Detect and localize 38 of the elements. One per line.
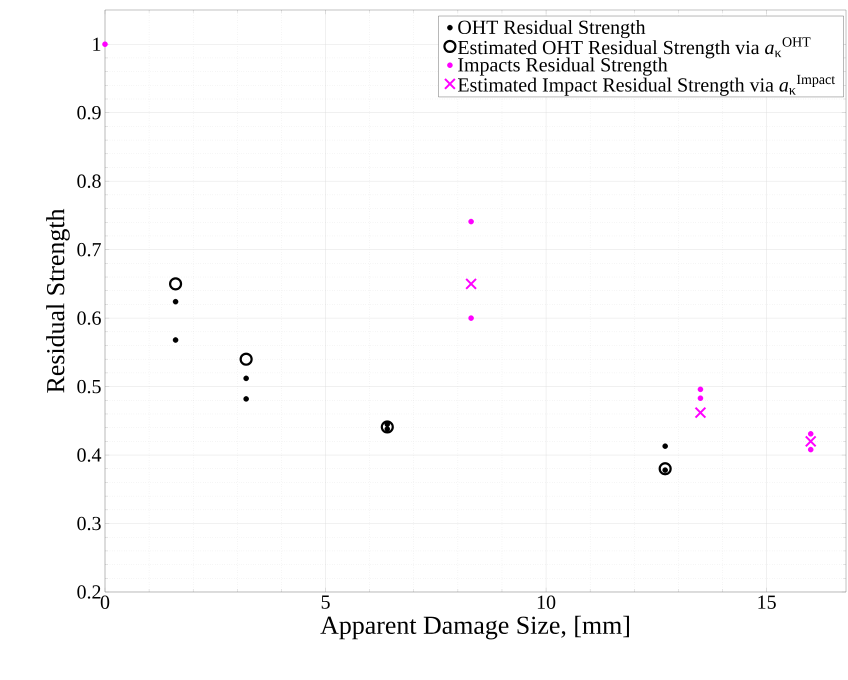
- point: [804, 435, 817, 448]
- point: [662, 443, 668, 449]
- point: [658, 462, 672, 476]
- legend-label: OHT Residual Strength: [458, 20, 646, 38]
- legend-label: Estimated Impact Residual Strength via a$_{κ}$Impact: [458, 74, 836, 96]
- x-tick-label: 15: [758, 596, 776, 609]
- point: [698, 395, 704, 402]
- x-tick-label: 10: [538, 596, 556, 609]
- point: [172, 337, 178, 343]
- x-tick-label: 5: [322, 596, 330, 609]
- point: [168, 277, 182, 290]
- y-axis-title: Residual Strength: [46, 208, 70, 393]
- y-tick-label: 0.6: [77, 311, 101, 325]
- point: [380, 420, 394, 434]
- point: [465, 278, 478, 290]
- y-tick-label: 1: [93, 38, 100, 51]
- y-tick-label: 0.4: [77, 448, 102, 462]
- y-tick-label: 0.3: [77, 516, 101, 530]
- y-tick-label: 0.2: [77, 585, 100, 599]
- point: [698, 386, 704, 392]
- x-axis-title: Apparent Damage Size, [mm]: [320, 616, 629, 640]
- point: [240, 352, 253, 366]
- y-tick-label: 0.8: [77, 174, 101, 188]
- point: [808, 446, 814, 452]
- point: [694, 406, 706, 419]
- point: [243, 376, 249, 382]
- x-tick-label: 0: [100, 596, 110, 609]
- point: [808, 431, 814, 437]
- point: [468, 315, 474, 321]
- point: [102, 41, 108, 48]
- y-tick-label: 0.7: [77, 242, 101, 256]
- point: [172, 298, 178, 304]
- point: [468, 218, 474, 224]
- y-tick-label: 0.5: [77, 380, 101, 394]
- y-tick-label: 0.9: [77, 106, 101, 120]
- legend-label: Estimated OHT Residual Strength via a$_{κ}$OHT: [458, 37, 810, 58]
- legend-label: Impacts Residual Strength: [458, 58, 668, 76]
- point: [243, 396, 249, 402]
